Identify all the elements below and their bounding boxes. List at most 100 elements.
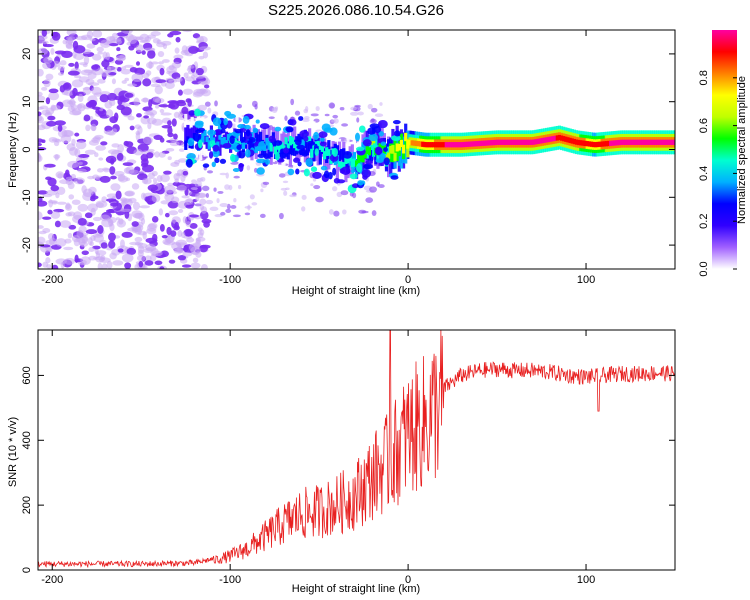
- spectrogram-blob: [248, 137, 256, 144]
- spectrogram-noise-blob: [145, 243, 157, 251]
- spectrogram-noise-blob: [42, 216, 52, 220]
- spectrogram-noise-blob: [38, 230, 47, 235]
- spectrogram-noise-blob: [285, 187, 290, 191]
- spectrogram-ridge-cell: [357, 154, 361, 163]
- spectrogram-noise-blob: [244, 212, 251, 216]
- spectrogram-blob: [295, 168, 300, 175]
- spectrogram-noise-blob: [102, 51, 108, 60]
- spectrogram-noise-blob: [230, 205, 237, 209]
- spectrogram-noise-blob: [84, 212, 93, 219]
- spectrogram-noise-blob: [38, 36, 45, 44]
- spectrogram-noise-blob: [61, 129, 73, 138]
- spectrogram-noise-blob: [65, 212, 72, 217]
- spectrogram-ridge-cell: [201, 133, 205, 143]
- spectrogram-ridge-cell: [429, 142, 433, 148]
- spectrogram-noise-blob: [124, 77, 130, 82]
- spectrogram-blob: [365, 160, 373, 165]
- spectrogram-noise-blob: [154, 85, 163, 95]
- spectrogram-noise-blob: [159, 67, 165, 76]
- spectrogram-ridge-cell: [261, 129, 265, 148]
- spectrogram-ridge-cell: [448, 142, 453, 148]
- spectrogram-ridge-cell: [192, 125, 196, 141]
- colorbar: 0.0 0.2 0.4 0.6 0.8 Normalized spectral ampl…: [698, 30, 748, 277]
- spectrogram-noise-blob: [201, 185, 210, 192]
- spectrogram-noise-blob: [148, 222, 158, 229]
- spectrogram-noise-blob: [99, 175, 111, 183]
- spectrogram-noise-blob: [79, 241, 89, 247]
- spectrogram-ridge-cell: [536, 138, 540, 145]
- spectrogram-ridge-cell: [203, 132, 207, 145]
- spectrogram-noise-blob: [56, 201, 67, 205]
- spectrogram-noise-blob: [147, 200, 154, 205]
- spectrogram-noise-blob: [182, 88, 193, 95]
- spectrogram-blob: [285, 126, 294, 133]
- spectrogram-ridge-cell: [521, 139, 525, 145]
- spectrogram-ridge-cell: [525, 139, 530, 145]
- spectrogram-noise-blob: [339, 107, 345, 111]
- spectrogram-noise-blob: [196, 89, 208, 95]
- spectrogram-noise-blob: [68, 62, 75, 67]
- spectrogram-noise-blob: [260, 188, 264, 193]
- spectrogram-ridge-cell: [641, 139, 645, 145]
- spectrogram-noise-blob: [38, 91, 43, 97]
- spectrogram-ridge-cell: [293, 141, 297, 149]
- spectrogram-ridge-cell: [523, 139, 527, 145]
- spectrogram-noise-blob: [147, 122, 152, 130]
- spectrogram-noise-blob: [203, 221, 210, 228]
- spectrogram-noise-blob: [124, 262, 132, 269]
- spectrogram-noise-blob: [97, 168, 104, 173]
- spectrogram-noise-blob: [108, 232, 116, 242]
- spectrogram-noise-blob: [176, 184, 187, 192]
- spectrogram-noise-blob: [65, 178, 74, 186]
- spectrogram-blob: [390, 175, 399, 180]
- spectrogram-noise-blob: [89, 38, 96, 42]
- spectrogram-noise-blob: [54, 50, 67, 55]
- spectrogram-ridge-cell: [666, 139, 670, 145]
- spectrogram-noise-blob: [342, 209, 347, 215]
- spectrogram-ridge-cell: [489, 140, 493, 146]
- snr-x-tick-label: -100: [219, 574, 241, 586]
- spectrogram-ridge-cell: [416, 141, 421, 147]
- spectrogram-blob: [226, 113, 237, 119]
- spectrogram-noise-blob: [333, 210, 340, 217]
- spectrogram-noise-blob: [141, 97, 150, 103]
- spectrogram-noise-blob: [59, 85, 66, 93]
- spectrogram-blob: [283, 147, 290, 154]
- spectrogram-noise-blob: [167, 182, 174, 187]
- spectrogram-noise-blob: [38, 138, 44, 143]
- spectrogram-noise-blob: [107, 149, 120, 155]
- spectrogram-noise-blob: [158, 104, 169, 108]
- spectrogram-ridge-cell: [248, 138, 252, 157]
- spectrogram-ridge-cell: [594, 142, 598, 148]
- spectrogram-noise-blob: [117, 248, 124, 253]
- spectrogram-noise-blob: [160, 250, 169, 258]
- spectrogram-blob: [350, 168, 356, 174]
- spectrogram-ridge-cell: [327, 149, 331, 156]
- spectrogram-noise-blob: [251, 202, 258, 206]
- spectrogram-noise-blob: [92, 174, 100, 180]
- spectrogram-ridge-cell: [333, 159, 337, 166]
- spectrogram-blob: [187, 137, 195, 147]
- spectrogram-noise-blob: [136, 113, 142, 118]
- spectrogram-noise-blob: [192, 183, 199, 188]
- spectrogram-noise-blob: [113, 37, 122, 42]
- spectrogram-noise-blob: [100, 39, 111, 48]
- spectrogram-noise-blob: [88, 139, 100, 146]
- spectrogram-ridge-cell: [664, 139, 668, 145]
- spectrogram-noise-blob: [192, 72, 198, 77]
- spectrogram-blob: [361, 169, 372, 178]
- spectrogram-noise-blob: [213, 187, 217, 192]
- spectrogram-ridge-cell: [440, 142, 444, 148]
- spectrogram-ridge-cell: [551, 136, 555, 142]
- spectrogram-ridge-cell: [340, 161, 344, 171]
- spectrogram-ridge-cell: [404, 132, 408, 142]
- spectrogram-ridge-cell: [506, 139, 510, 145]
- spectrogram-noise-blob: [109, 99, 116, 107]
- spectrogram-noise-blob: [110, 175, 117, 180]
- spectrogram-blob: [212, 144, 220, 152]
- spectrogram-noise-blob: [135, 61, 141, 66]
- spectrogram-ridge-cell: [263, 144, 267, 151]
- spectrogram-noise-blob: [204, 84, 210, 89]
- spectrogram-noise-blob: [57, 65, 66, 71]
- spectrogram-ridge-cell: [421, 141, 425, 147]
